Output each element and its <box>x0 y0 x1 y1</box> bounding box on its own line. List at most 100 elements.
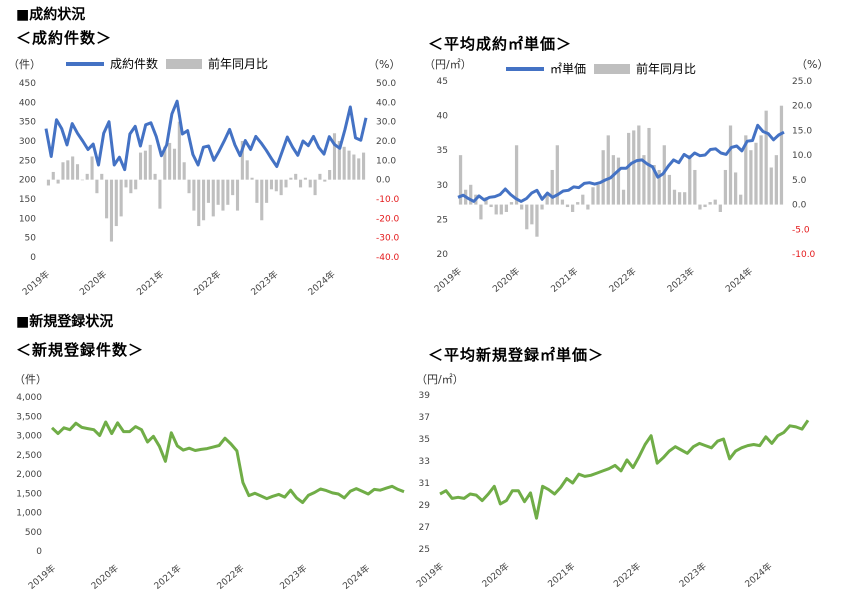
yoy-bar <box>172 148 177 180</box>
left-tick-label: 1,500 <box>16 489 42 499</box>
yoy-bar <box>489 204 493 208</box>
yoy-bar <box>109 179 114 242</box>
yoy-bar <box>764 110 768 205</box>
section-title-contract: ■成約状況 <box>16 7 86 23</box>
yoy-bar <box>250 177 254 180</box>
right-tick-label: 20.0 <box>376 137 396 147</box>
yoy-bar <box>71 156 75 180</box>
yoy-bar <box>535 204 539 237</box>
year-label: 2022年 <box>611 560 643 590</box>
yoy-bar <box>177 121 181 180</box>
left-tick-label: 50 <box>25 234 37 244</box>
yoy-bar <box>688 155 692 205</box>
yoy-bar <box>148 144 152 180</box>
right-unit-contract-count: （%） <box>368 58 401 71</box>
yoy-bar <box>211 179 215 217</box>
yoy-bar <box>621 189 626 205</box>
yoy-bar <box>294 173 298 180</box>
yoy-bar <box>591 187 595 205</box>
yoy-bar <box>134 179 138 190</box>
yoy-bar <box>95 179 99 194</box>
yoy-bar <box>576 202 580 205</box>
yoy-bar <box>323 179 327 182</box>
yoy-bar <box>479 204 483 220</box>
series-line <box>44 99 368 172</box>
year-label: 2021年 <box>545 560 577 590</box>
yoy-bar <box>269 179 274 190</box>
right-tick-label: -5.0 <box>792 225 810 235</box>
right-tick-label: 40.0 <box>376 98 396 108</box>
left-tick-label: 300 <box>19 137 36 147</box>
yoy-bar <box>606 135 610 205</box>
left-tick-label: 350 <box>19 118 36 128</box>
yoy-bar <box>168 142 172 180</box>
right-tick-label: 50.0 <box>376 79 396 89</box>
left-tick-label: 33 <box>419 457 430 467</box>
left-tick-label: 4,000 <box>16 393 42 403</box>
yoy-bar <box>601 150 605 205</box>
left-tick-label: 39 <box>419 391 431 401</box>
yoy-bar <box>739 194 743 205</box>
left-unit-registration-count: （件） <box>14 373 47 386</box>
yoy-bar <box>56 179 60 184</box>
right-tick-label: 5.0 <box>792 176 807 186</box>
left-tick-label: 30 <box>437 181 449 191</box>
yoy-bar <box>66 160 70 180</box>
yoy-bar <box>509 202 514 205</box>
right-tick-label: -30.0 <box>376 234 400 244</box>
legend-bar-label: 前年同月比 <box>208 57 269 71</box>
yoy-bar <box>75 164 80 180</box>
left-tick-label: 25 <box>437 215 448 225</box>
yoy-bar <box>240 141 244 180</box>
left-unit-contract-count: （件） <box>8 58 41 71</box>
yoy-bar <box>284 179 288 188</box>
yoy-bar <box>265 179 269 203</box>
yoy-bar <box>61 162 65 180</box>
yoy-bar <box>677 192 682 205</box>
yoy-bar <box>540 204 544 210</box>
yoy-bar <box>362 152 366 180</box>
left-unit-registration-unit-price: （円/㎡） <box>416 373 464 386</box>
yoy-bar <box>357 158 361 180</box>
yoy-bar <box>683 192 687 205</box>
right-tick-label: 20.0 <box>792 102 812 112</box>
yoy-bar <box>46 179 50 186</box>
legend-contract-count: 成約件数 前年同月比 <box>66 55 268 72</box>
left-tick-label: 45 <box>437 77 448 87</box>
legend-line-label: ㎡単価 <box>550 62 587 76</box>
yoy-bar <box>260 179 264 221</box>
yoy-bar <box>555 145 559 205</box>
left-tick-label: 2,000 <box>16 470 42 480</box>
yoy-bar <box>525 204 529 230</box>
yoy-bar <box>313 179 317 196</box>
left-tick-label: 29 <box>419 501 431 511</box>
chart-title-registration-count: ＜新規登録件数＞ <box>16 341 145 359</box>
left-unit-contract-unit-price: （円/㎡） <box>424 58 472 71</box>
yoy-bar <box>226 179 230 205</box>
left-tick-label: 0 <box>36 547 42 557</box>
yoy-bar <box>499 204 503 215</box>
yoy-bar <box>119 179 123 217</box>
yoy-bar <box>550 169 554 205</box>
yoy-bar <box>570 204 575 212</box>
yoy-bar <box>545 194 549 205</box>
left-tick-label: 450 <box>19 79 36 89</box>
yoy-bar <box>484 197 488 205</box>
yoy-bar <box>754 142 758 205</box>
legend-bar-swatch <box>594 63 631 74</box>
yoy-bar <box>158 179 162 209</box>
yoy-bar <box>255 179 259 203</box>
year-label: 2024年 <box>742 560 774 590</box>
yoy-bar <box>586 204 590 210</box>
yoy-bar <box>652 165 656 205</box>
yoy-bar <box>231 179 235 196</box>
yoy-bar <box>221 179 225 211</box>
yoy-bar <box>779 105 784 205</box>
yoy-bar <box>667 174 672 205</box>
left-tick-label: 20 <box>437 250 449 260</box>
legend-line-label: 成約件数 <box>110 57 159 71</box>
yoy-bar <box>657 169 661 205</box>
